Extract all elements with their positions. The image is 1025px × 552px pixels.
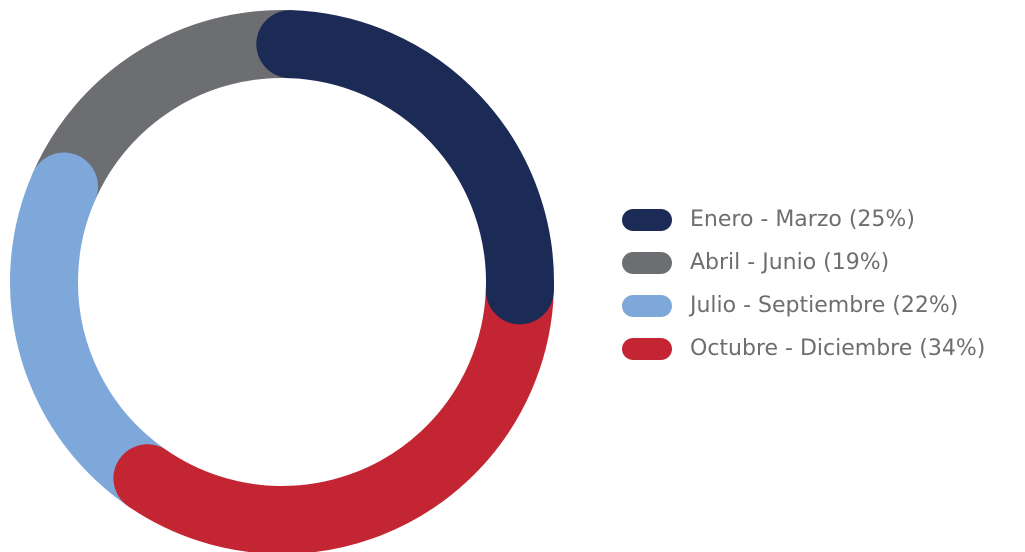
- donut-segment: [9, 9, 554, 552]
- donut-segment: [9, 9, 554, 552]
- legend-label: Octubre - Diciembre (34%): [690, 336, 985, 361]
- legend-swatch: [622, 252, 672, 274]
- legend: Enero - Marzo (25%) Abril - Junio (19%) Ju…: [622, 207, 985, 361]
- legend-label: Abril - Junio (19%): [690, 250, 889, 275]
- legend-label: Enero - Marzo (25%): [690, 207, 915, 232]
- legend-swatch: [622, 209, 672, 231]
- legend-swatch: [622, 295, 672, 317]
- donut: [9, 9, 554, 552]
- legend-label: Julio - Septiembre (22%): [688, 293, 958, 318]
- legend-swatch: [622, 338, 672, 360]
